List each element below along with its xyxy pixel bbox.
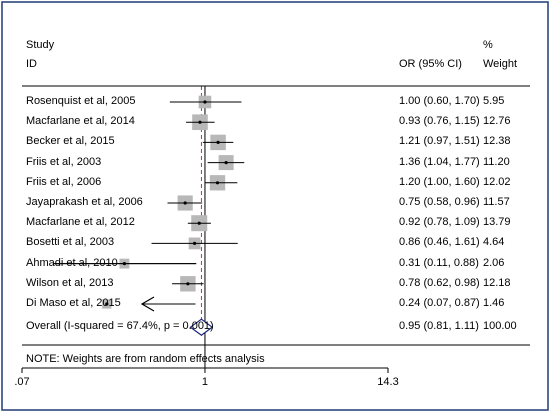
study-point-estimate — [197, 221, 201, 225]
study-label: Ahmadi et al, 2010 — [26, 256, 118, 269]
x-tick-label: 1 — [201, 376, 209, 388]
study-label: Di Maso et al, 2015 — [26, 297, 121, 309]
x-tick-label: 14.3 — [377, 376, 399, 388]
study-weight: 2.06 — [483, 256, 505, 269]
study-or-ci: 1.36 (1.04, 1.77) — [399, 155, 480, 168]
study-label: Wilson et al, 2013 — [26, 276, 114, 289]
header-or-ci: OR (95% CI) — [399, 58, 462, 70]
header-id: ID — [26, 58, 37, 70]
study-label: Friis et al, 2003 — [26, 155, 102, 168]
study-or-ci: 1.20 (1.00, 1.60) — [399, 175, 480, 188]
study-weight: 12.76 — [483, 115, 511, 128]
overall-label: Overall (I-squared = 67.4%, p = 0.001) — [26, 320, 214, 333]
forest-plot — [21, 85, 530, 373]
overall-or-ci: 0.95 (0.81, 1.11) — [399, 320, 479, 333]
study-label: Bosetti et al, 2003 — [26, 236, 115, 249]
header-weight: Weight — [483, 58, 518, 70]
study-or-ci: 1.00 (0.60, 1.70) — [399, 95, 480, 107]
overall-diamond — [189, 318, 214, 336]
study-point-estimate — [215, 181, 220, 185]
study-label: Rosenquist et al, 2005 — [26, 95, 136, 107]
study-or-ci: 0.75 (0.58, 0.96) — [399, 196, 480, 208]
study-point-estimate — [186, 282, 190, 286]
left-arrow-icon — [140, 296, 155, 312]
footnote: NOTE: Weights are from random effects an… — [26, 353, 265, 365]
study-label: Friis et al, 2006 — [26, 175, 102, 188]
study-weight: 13.79 — [483, 216, 511, 229]
header-percent: % — [483, 39, 493, 51]
overall-weight: 100.00 — [483, 320, 517, 333]
study-weight: 12.18 — [483, 276, 511, 289]
study-label: Macfarlane et al, 2014 — [26, 115, 135, 128]
study-or-ci: 0.92 (0.78, 1.09) — [399, 216, 480, 229]
study-point-estimate — [203, 100, 207, 104]
study-or-ci: 0.93 (0.76, 1.15) — [399, 115, 480, 128]
study-weight: 12.02 — [483, 175, 511, 188]
study-weight: 11.20 — [483, 155, 510, 168]
study-weight: 1.46 — [483, 297, 505, 309]
study-point-estimate — [192, 241, 197, 245]
study-or-ci: 0.86 (0.46, 1.61) — [399, 236, 480, 249]
study-weight: 11.57 — [483, 196, 510, 208]
study-or-ci: 0.78 (0.62, 0.98) — [399, 276, 480, 289]
study-label: Becker et al, 2015 — [26, 135, 115, 148]
study-weight: 12.38 — [483, 135, 511, 148]
study-label: Jayaprakash et al, 2006 — [26, 196, 143, 208]
study-point-estimate — [216, 140, 220, 144]
study-point-estimate — [105, 302, 109, 306]
study-weight: 4.64 — [483, 236, 505, 249]
study-point-estimate — [224, 161, 228, 165]
study-point-estimate — [198, 120, 202, 124]
header-study: Study — [26, 39, 55, 51]
study-label: Macfarlane et al, 2012 — [26, 216, 135, 229]
study-or-ci: 0.24 (0.07, 0.87) — [399, 297, 480, 309]
study-weight: 5.95 — [483, 95, 505, 107]
study-or-ci: 1.21 (0.97, 1.51) — [399, 135, 480, 148]
x-tick-label: .07 — [14, 376, 30, 388]
study-or-ci: 0.31 (0.11, 0.88) — [399, 256, 479, 269]
study-point-estimate — [183, 201, 187, 205]
